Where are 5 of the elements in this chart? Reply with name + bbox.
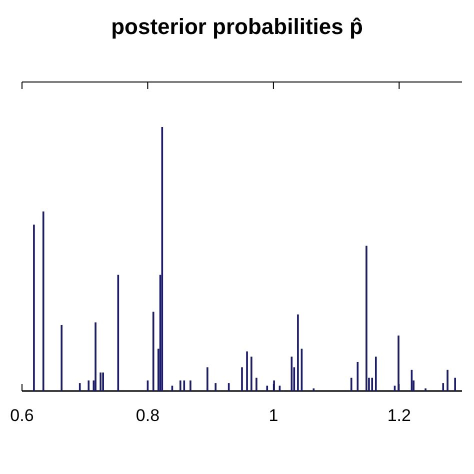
x-tick-label: 0.6 bbox=[10, 406, 34, 425]
x-tick-label: 1 bbox=[268, 406, 278, 425]
x-tick-label: 0.8 bbox=[136, 406, 160, 425]
chart-title: posterior probabilities p̂ bbox=[111, 14, 363, 39]
x-tick-label: 1.2 bbox=[387, 406, 411, 425]
